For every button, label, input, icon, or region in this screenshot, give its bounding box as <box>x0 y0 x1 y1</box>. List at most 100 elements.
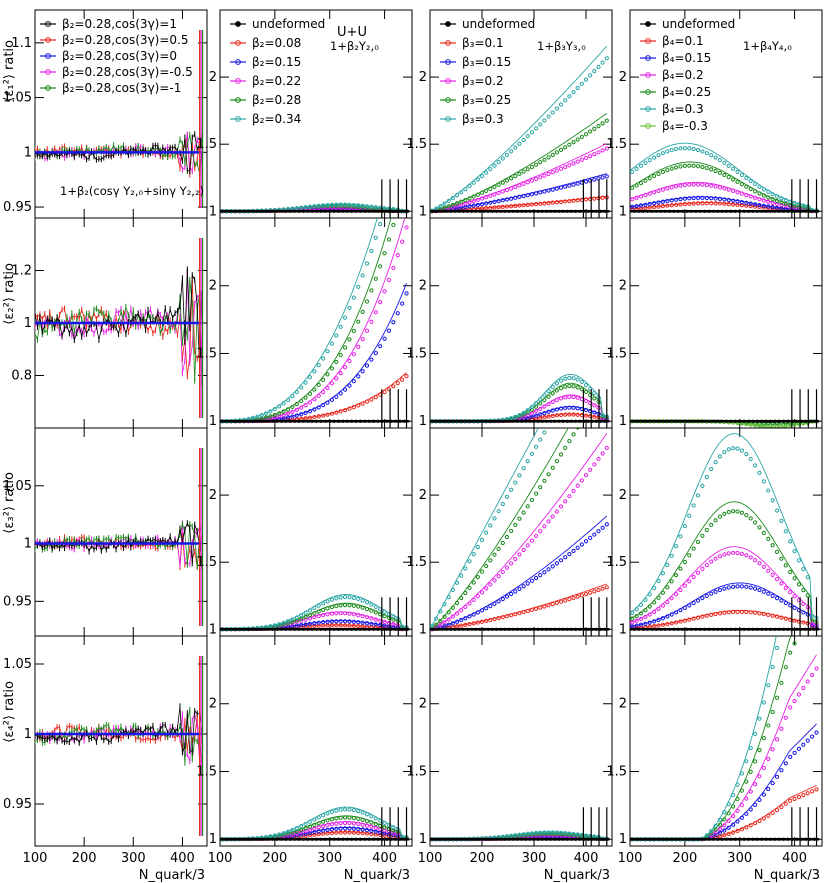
data-point <box>592 69 597 74</box>
data-point <box>430 627 432 631</box>
data-point <box>805 791 810 796</box>
data-point <box>461 627 465 631</box>
legend-label: β₂=0.28,cos(3γ)=0.5 <box>62 33 189 47</box>
data-point <box>681 209 685 213</box>
data-point <box>338 371 343 376</box>
data-point <box>567 375 572 381</box>
data-point <box>563 395 568 400</box>
data-point <box>546 114 551 119</box>
data-point <box>350 627 354 631</box>
data-point <box>459 573 464 578</box>
data-point <box>638 180 644 186</box>
data-point <box>650 627 654 631</box>
data-point <box>660 590 666 595</box>
data-point <box>373 351 378 356</box>
data-point <box>329 619 335 624</box>
data-point <box>488 523 493 528</box>
data-point <box>748 178 753 184</box>
data-point <box>478 419 482 423</box>
data-point <box>814 730 819 735</box>
data-point <box>665 168 670 173</box>
data-point <box>571 548 576 554</box>
data-point <box>504 178 510 183</box>
data-point <box>524 209 528 213</box>
data-point <box>792 594 797 599</box>
data-point <box>554 106 559 111</box>
data-point <box>773 209 777 213</box>
data-point <box>354 837 358 841</box>
data-point <box>393 627 398 631</box>
data-point <box>479 173 485 179</box>
data-point <box>547 424 550 427</box>
data-point <box>334 808 339 813</box>
data-point <box>345 837 349 841</box>
data-point <box>364 261 370 266</box>
data-point <box>676 209 680 213</box>
data-point <box>549 837 553 841</box>
data-point <box>583 539 589 544</box>
data-point <box>486 627 490 631</box>
data-point <box>266 837 270 841</box>
data-point <box>511 627 515 631</box>
data-point <box>356 284 361 289</box>
data-point <box>669 147 674 153</box>
data-point <box>376 209 380 213</box>
data-point <box>342 603 348 608</box>
data-point <box>761 530 766 535</box>
data-point <box>558 386 564 391</box>
plot-area <box>430 45 610 218</box>
series-line <box>630 609 817 629</box>
data-point <box>266 209 270 213</box>
data-point <box>567 383 572 389</box>
row-ylabel-4: ⟨ε₄²⟩ ratio <box>2 681 17 743</box>
data-point <box>678 566 683 571</box>
data-point <box>665 198 670 204</box>
data-point <box>440 419 445 423</box>
data-point <box>430 623 435 628</box>
data-point <box>325 349 330 354</box>
data-point <box>711 837 715 841</box>
data-point <box>499 419 503 423</box>
data-point <box>645 837 650 841</box>
data-point <box>467 559 472 564</box>
data-point <box>673 544 679 549</box>
data-point <box>698 837 702 841</box>
x-axis-label: N_quark/3 <box>344 868 410 883</box>
data-point <box>808 627 812 631</box>
data-point <box>496 546 501 551</box>
data-point <box>641 837 645 841</box>
data-point <box>583 132 589 137</box>
data-point <box>231 419 235 423</box>
data-point <box>704 151 709 156</box>
data-point <box>488 167 493 172</box>
series-line <box>35 134 203 174</box>
data-point <box>334 596 339 601</box>
data-point <box>567 142 572 147</box>
data-point <box>795 627 799 631</box>
data-point <box>436 419 440 423</box>
legend-label: β₄=0.2 <box>662 68 704 82</box>
data-point <box>574 419 578 423</box>
data-point <box>222 209 226 213</box>
data-point <box>342 619 348 624</box>
data-point <box>558 599 564 604</box>
data-point <box>293 627 297 631</box>
data-point <box>347 595 352 600</box>
data-point <box>294 389 299 395</box>
data-point <box>812 209 816 213</box>
data-point <box>400 239 405 244</box>
data-point <box>558 102 564 107</box>
data-point <box>316 363 321 368</box>
data-point <box>347 358 352 364</box>
data-point <box>536 627 540 631</box>
data-point <box>293 837 297 841</box>
panel-r4-c3: 11.52 <box>406 635 613 847</box>
legend-marker <box>445 40 451 46</box>
row-ylabel-2: ⟨ε₂²⟩ ratio <box>2 263 17 325</box>
data-point <box>345 627 349 631</box>
y-tick-label: 1.5 <box>606 346 627 361</box>
data-point <box>637 209 641 213</box>
data-point <box>363 419 367 423</box>
series-line <box>430 173 607 212</box>
panel-annotation: 1+β₃Y₃,₀ <box>537 39 586 53</box>
